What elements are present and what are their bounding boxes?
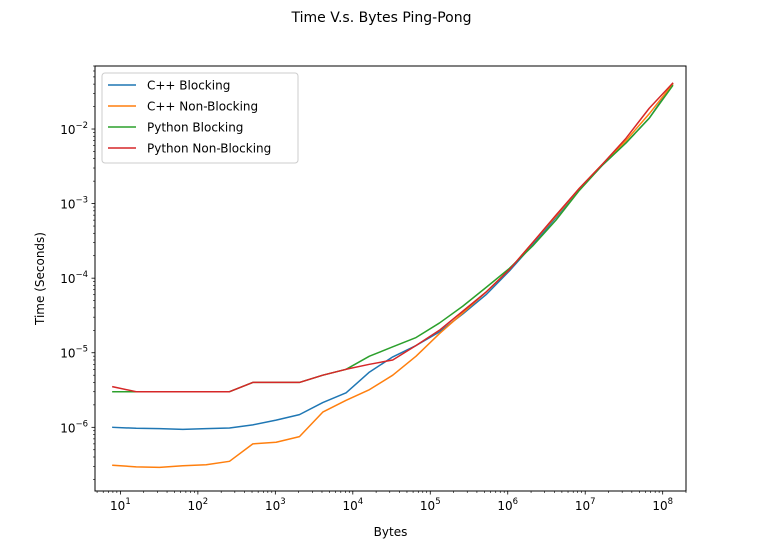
legend-label-3: Python Non-Blocking — [147, 142, 271, 156]
x-axis: 101 102 103 104 105 106 107 108 — [96, 491, 687, 513]
x-tick-exponent: 8 — [668, 497, 673, 507]
legend: C++ Blocking C++ Non-Blocking Python Block… — [101, 72, 299, 164]
y-tick-base: 10 — [60, 347, 75, 361]
x-tick-base: 10 — [420, 499, 435, 513]
x-tick-exponent: 7 — [590, 497, 595, 507]
x-tick-exponent: 4 — [358, 497, 363, 507]
x-tick-label: 101 — [110, 497, 131, 513]
plot-lines — [111, 82, 674, 469]
y-tick-label: 10−2 — [60, 121, 88, 137]
x-tick-label: 105 — [420, 497, 441, 513]
y-axis: 10−610−510−410−310−2 — [60, 65, 95, 480]
y-tick-exponent: −6 — [75, 419, 88, 429]
y-tick-exponent: −2 — [75, 121, 88, 131]
legend-box — [101, 72, 299, 164]
x-tick-label: 104 — [342, 497, 363, 513]
x-tick-label: 102 — [188, 497, 209, 513]
x-tick-base: 10 — [110, 499, 125, 513]
x-tick-exponent: 5 — [435, 497, 440, 507]
x-tick-exponent: 1 — [125, 497, 130, 507]
legend-label-0: C++ Blocking — [147, 79, 230, 93]
x-tick-label: 107 — [575, 497, 596, 513]
y-tick-base: 10 — [60, 123, 75, 137]
y-tick-label: 10−3 — [60, 196, 88, 212]
y-tick-base: 10 — [60, 421, 75, 435]
x-tick-base: 10 — [575, 499, 590, 513]
x-axis-label: Bytes — [374, 525, 408, 539]
x-tick-base: 10 — [652, 499, 667, 513]
y-tick-base: 10 — [60, 198, 75, 212]
y-tick-exponent: −4 — [75, 270, 88, 280]
x-tick-label: 108 — [652, 497, 673, 513]
x-tick-label: 103 — [265, 497, 286, 513]
x-tick-label: 106 — [497, 497, 518, 513]
y-tick-exponent: −3 — [75, 196, 88, 206]
x-tick-base: 10 — [188, 499, 203, 513]
y-axis-label: Time (Seconds) — [33, 232, 47, 326]
chart-title: Time V.s. Bytes Ping-Pong — [291, 10, 472, 26]
x-tick-exponent: 2 — [203, 497, 208, 507]
y-tick-exponent: −5 — [75, 345, 88, 355]
y-tick-label: 10−6 — [60, 419, 88, 435]
y-tick-label: 10−5 — [60, 345, 88, 361]
legend-label-1: C++ Non-Blocking — [147, 100, 258, 114]
x-tick-base: 10 — [342, 499, 357, 513]
x-tick-exponent: 6 — [513, 497, 518, 507]
y-tick-base: 10 — [60, 272, 75, 286]
legend-label-2: Python Blocking — [147, 121, 243, 135]
y-tick-label: 10−4 — [60, 270, 88, 286]
x-tick-base: 10 — [265, 499, 280, 513]
x-tick-base: 10 — [497, 499, 512, 513]
x-tick-exponent: 3 — [280, 497, 285, 507]
series-line-3 — [111, 82, 674, 393]
